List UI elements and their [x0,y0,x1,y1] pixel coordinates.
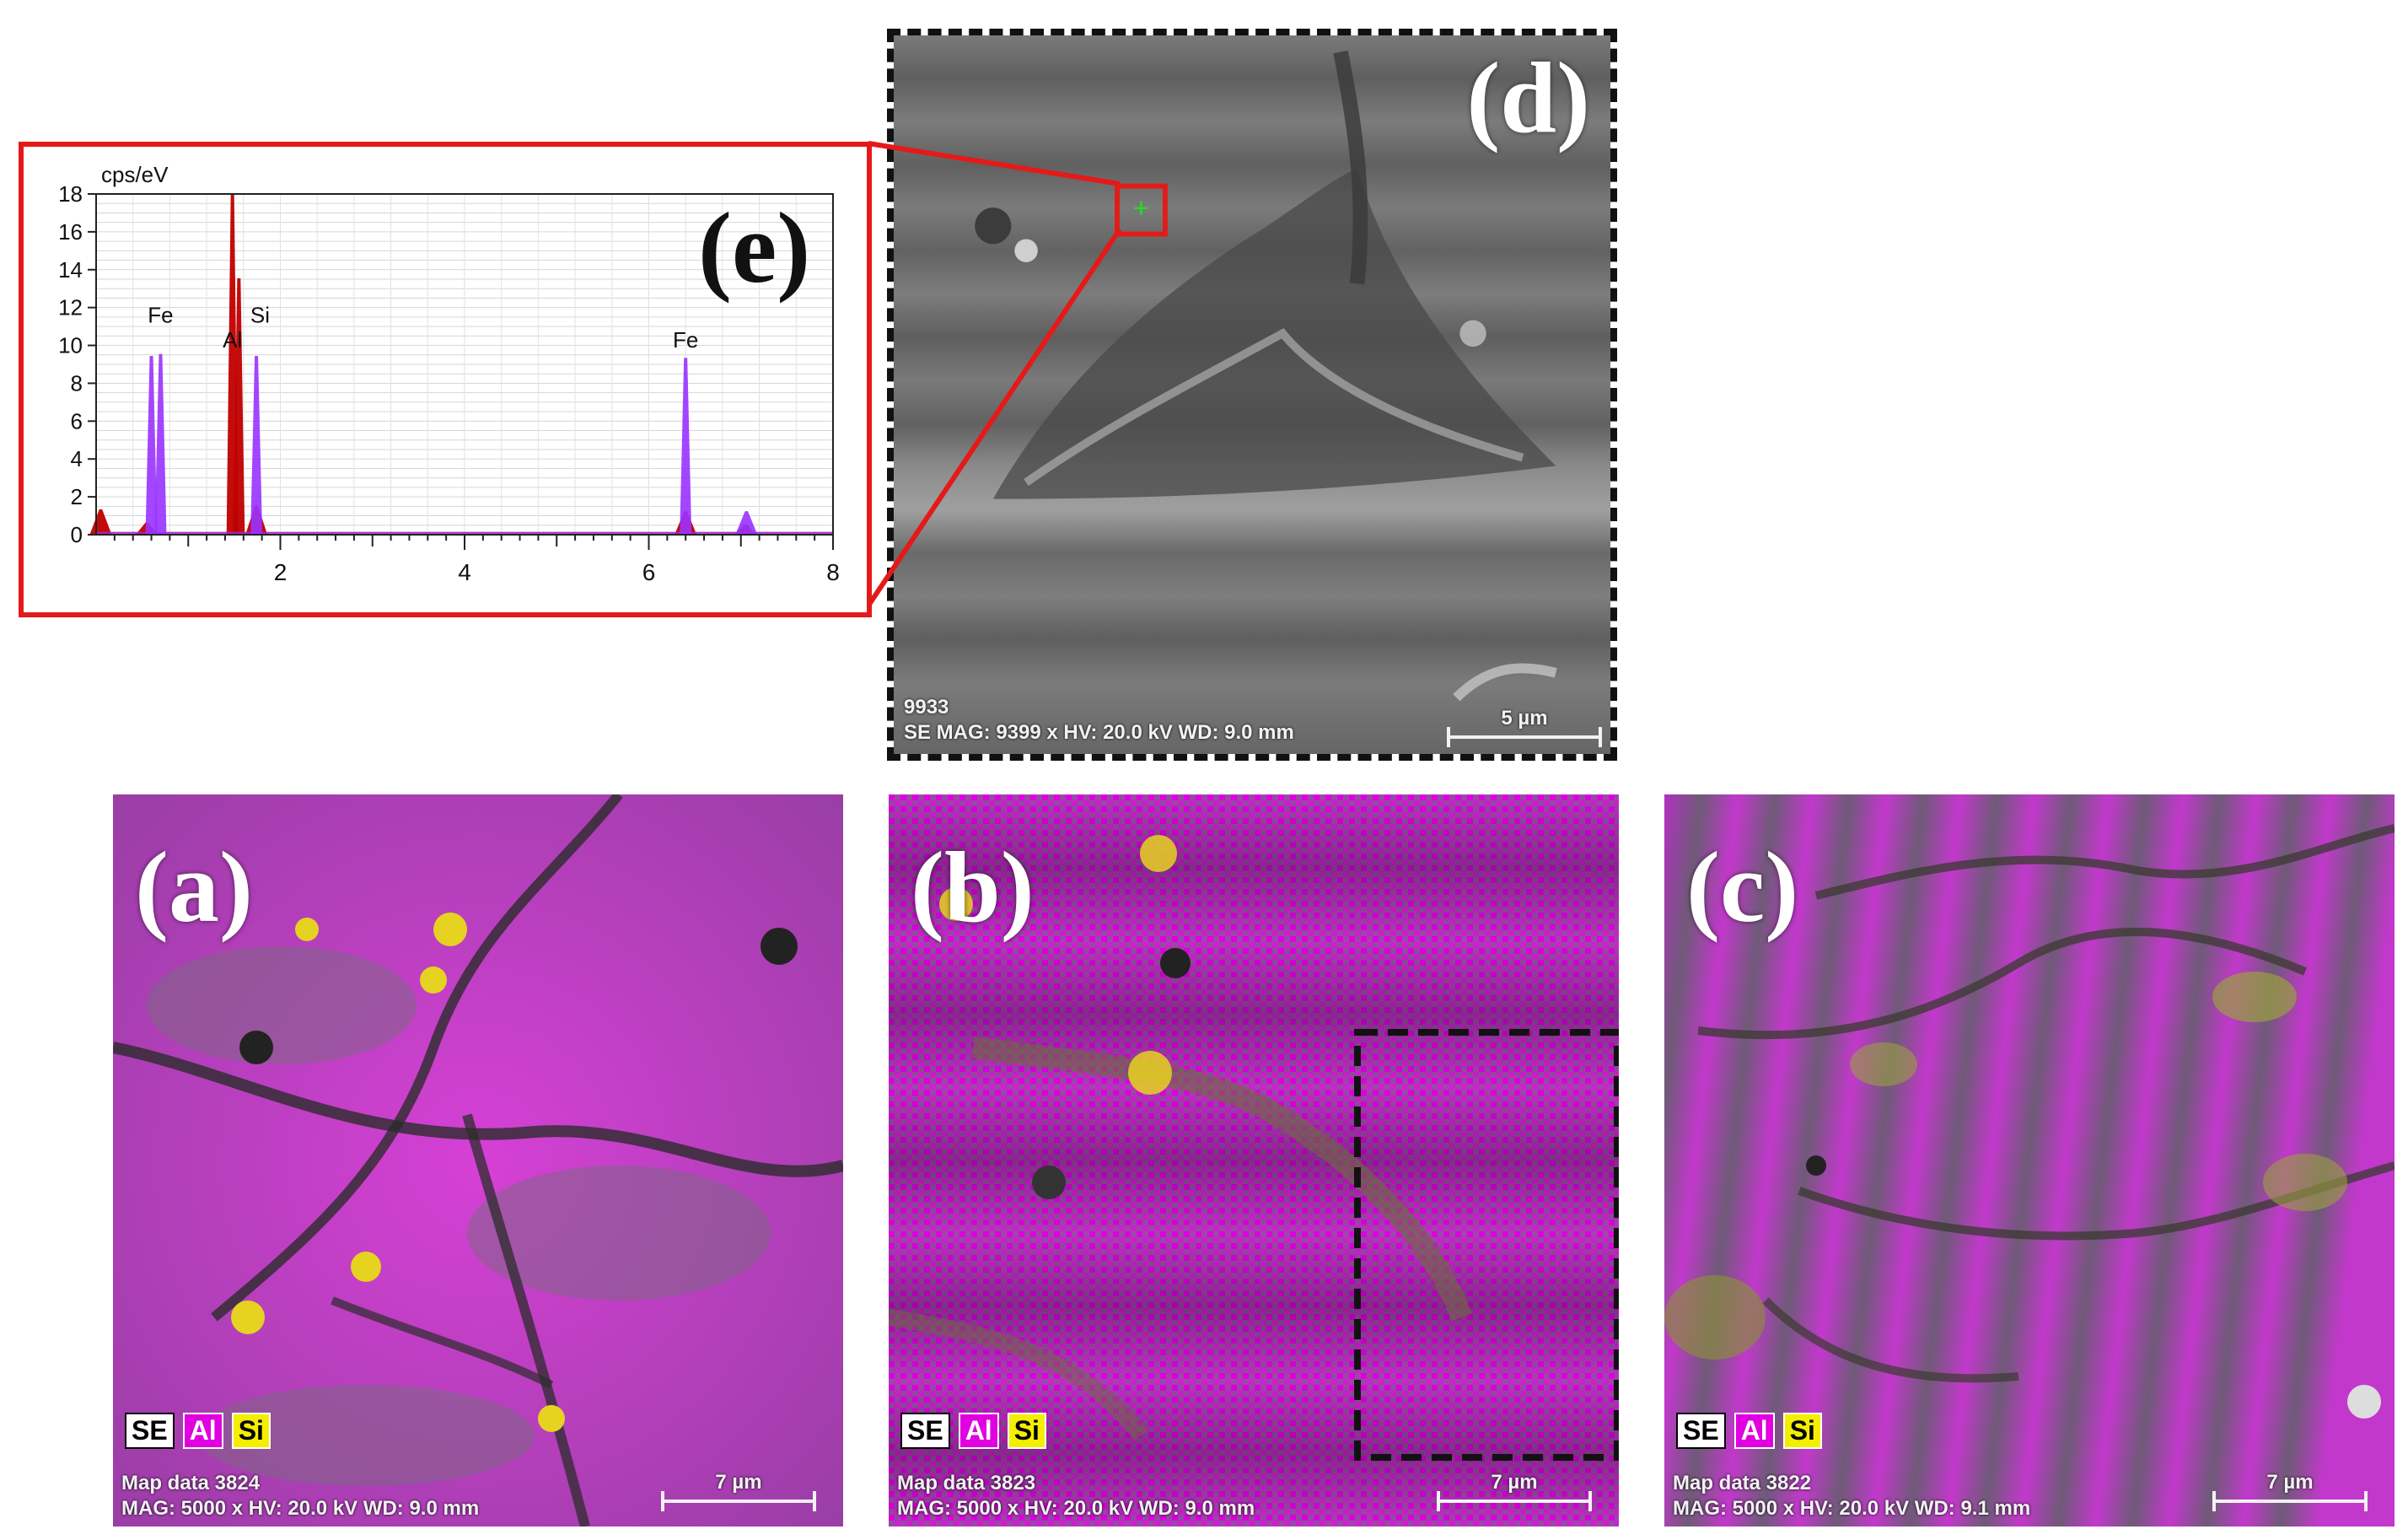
panel-d-sem-image: + (d) 9933 SE MAG: 9399 x HV: 20.0 kV WD… [887,29,1617,761]
spectrum-annotations: Fe Al Si Fe [148,303,698,353]
panel-c-eds-map: (c) SE Al Si Map data 3822 MAG: 5000 x H… [1664,794,2395,1527]
panel-b-info-line1: Map data 3823 [897,1472,1036,1494]
legend-si: Si [1007,1412,1046,1449]
spectrum-axes: 0 2 4 6 8 10 12 14 16 18 2 4 6 8 [58,181,840,585]
panel-d-info-line1: 9933 [904,696,949,719]
panel-e-label: (e) [698,191,811,304]
panel-b-info: Map data 3823 MAG: 5000 x HV: 20.0 kV WD… [897,1471,1255,1521]
spectrum-chart: 0 2 4 6 8 10 12 14 16 18 2 4 6 8 Fe Al Si Fe cps/eV [58,162,840,585]
panel-d-label: (d) [1466,41,1590,153]
legend-al: Al [1733,1412,1775,1449]
legend-si: Si [231,1412,271,1449]
panel-b-legend: SE Al Si [900,1412,1046,1449]
x-tick-label: 2 [274,559,288,585]
y-tick-label: 10 [58,333,83,358]
panel-c-scale-bar: 7 µm [2212,1471,2368,1511]
panel-d-scale-line [1447,727,1602,747]
panel-d-scale-bar: 5 µm [1447,707,1602,747]
panel-b-scale-line [1437,1491,1592,1511]
panel-b-scale-bar: 7 µm [1437,1471,1592,1511]
panel-a-info-line1: Map data 3824 [121,1472,261,1494]
panel-c-scale-label: 7 µm [2266,1471,2314,1494]
peak-label: Si [250,303,270,328]
panel-d-scale-label: 5 µm [1501,707,1548,730]
peak-label: Fe [673,327,698,353]
map-a-texture [113,794,843,1527]
y-tick-label: 6 [71,408,83,433]
map-b-texture [889,794,1619,1527]
peak-label: Fe [148,303,173,328]
legend-al: Al [182,1412,223,1449]
y-tick-label: 12 [58,295,83,320]
x-tick-label: 6 [642,559,656,585]
panel-d-info-line2: SE MAG: 9399 x HV: 20.0 kV WD: 9.0 mm [904,721,1294,744]
spectrum-peak [154,353,167,536]
spectrum-peak [680,358,692,536]
x-tick-label: 8 [826,559,840,585]
panel-d-info: 9933 SE MAG: 9399 x HV: 20.0 kV WD: 9.0 … [904,695,1294,746]
y-tick-label: 2 [71,484,83,509]
panel-a-scale-line [661,1491,816,1511]
panel-b-label: (b) [911,831,1035,943]
y-tick-label: 8 [71,370,83,396]
panel-a-info-line2: MAG: 5000 x HV: 20.0 kV WD: 9.0 mm [121,1497,480,1520]
panel-a-info: Map data 3824 MAG: 5000 x HV: 20.0 kV WD… [121,1471,479,1521]
panel-a-scale-bar: 7 µm [661,1471,816,1511]
panel-c-info-line2: MAG: 5000 x HV: 20.0 kV WD: 9.1 mm [1673,1497,2031,1520]
panel-b-eds-map: (b) SE Al Si Map data 3823 MAG: 5000 x H… [889,794,1619,1527]
y-tick-label: 0 [71,522,83,547]
legend-se: SE [125,1412,175,1449]
spectrum-ylabel: cps/eV [101,162,169,187]
y-tick-label: 16 [58,219,83,245]
panel-b-info-line2: MAG: 5000 x HV: 20.0 kV WD: 9.0 mm [897,1497,1255,1520]
panel-c-scale-line [2212,1491,2368,1511]
legend-se: SE [1676,1412,1726,1449]
panel-c-info: Map data 3822 MAG: 5000 x HV: 20.0 kV WD… [1673,1471,2030,1521]
x-tick-label: 4 [458,559,471,585]
y-tick-label: 18 [58,181,83,207]
panel-a-scale-label: 7 µm [715,1471,762,1494]
panel-c-info-line1: Map data 3822 [1673,1472,1812,1494]
y-tick-label: 4 [71,446,83,471]
panel-e-spectrum: 0 2 4 6 8 10 12 14 16 18 2 4 6 8 Fe Al Si Fe cps/eV (e) [19,142,872,617]
panel-a-legend: SE Al Si [125,1412,271,1449]
legend-al: Al [958,1412,999,1449]
panel-b-scale-label: 7 µm [1491,1471,1538,1494]
svg-text:+: + [1133,193,1149,224]
peak-label: Al [223,327,242,353]
panel-a-eds-map: (a) SE Al Si Map data 3824 MAG: 5000 x H… [113,794,843,1527]
map-c-texture [1664,794,2395,1527]
panel-c-label: (c) [1686,831,1799,943]
panel-c-legend: SE Al Si [1676,1412,1822,1449]
panel-a-label: (a) [135,831,253,943]
legend-se: SE [900,1412,950,1449]
legend-si: Si [1782,1412,1822,1449]
spectrum-peak [89,509,112,536]
y-tick-label: 14 [58,257,83,283]
